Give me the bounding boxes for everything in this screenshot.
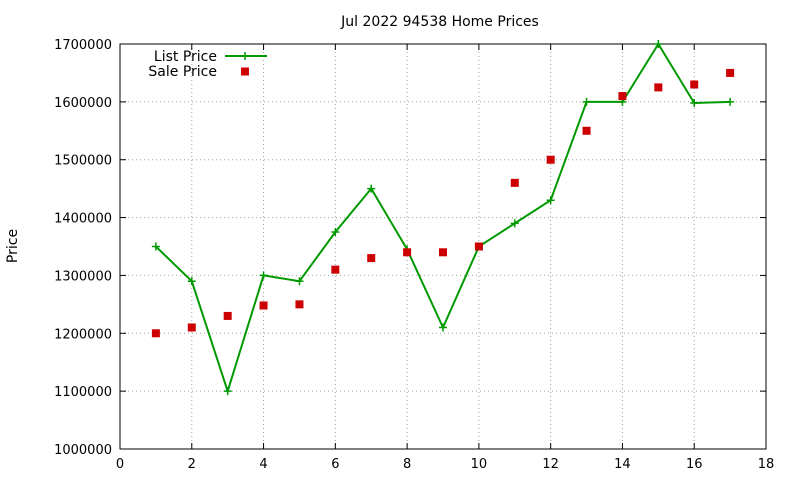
list-price-point [151, 242, 160, 251]
sale-price-point [295, 300, 304, 309]
sale-price-point [403, 248, 412, 257]
x-tick-label: 2 [188, 457, 196, 472]
sale-price-point [546, 155, 555, 164]
sale-price-point [726, 68, 735, 77]
series-layer [151, 40, 735, 396]
sale-price-point [187, 323, 196, 332]
y-axis-label: Price [5, 229, 21, 263]
x-tick-label: 6 [331, 457, 339, 472]
sale-price-point [654, 83, 663, 92]
grid [120, 44, 766, 449]
axis-ticks: 0 2 4 6 8 10 12 14 16 18 1000000 1100000 1200000 1300… [54, 38, 774, 472]
legend: List Price Sale Price [148, 49, 267, 80]
list-price-point [223, 387, 232, 396]
sale-price-point [151, 329, 160, 338]
y-tick-label: 1600000 [54, 96, 112, 111]
list-price-point [187, 277, 196, 286]
list-price-point [690, 99, 699, 108]
legend-label-list-price: List Price [154, 49, 217, 65]
sale-price-point [690, 80, 699, 89]
plot-area-border [119, 43, 767, 450]
list-price-point [510, 219, 519, 228]
y-tick-label: 1100000 [54, 385, 112, 400]
sale-price-point [439, 248, 447, 257]
x-tick-label: 8 [403, 457, 411, 472]
sale-price-point [510, 178, 519, 187]
x-tick-label: 18 [758, 457, 775, 472]
list-price-point [546, 196, 555, 205]
legend-marker-list-price [241, 52, 249, 60]
y-tick-label: 1000000 [54, 443, 112, 458]
sale-price-point [618, 92, 627, 101]
sale-price-point [582, 126, 591, 135]
sale-price-point [259, 301, 268, 310]
x-tick-label: 0 [116, 457, 124, 472]
list-price-point [259, 271, 268, 280]
list-price-point [331, 228, 340, 237]
list-price-point [367, 184, 376, 193]
sale-price-point [331, 265, 340, 274]
legend-label-sale-price: Sale Price [148, 64, 217, 80]
y-tick-label: 1200000 [54, 327, 112, 342]
y-tick-label: 1500000 [54, 154, 112, 169]
x-tick-label: 16 [686, 457, 703, 472]
list-price-line [155, 42, 731, 395]
y-tick-label: 1400000 [54, 212, 112, 227]
x-tick-label: 10 [471, 457, 488, 472]
sale-price-point [474, 242, 483, 251]
y-tick-label: 1700000 [54, 38, 112, 53]
x-tick-label: 14 [614, 457, 631, 472]
legend-marker-sale-price [241, 67, 249, 76]
sale-price-point [367, 254, 376, 263]
y-tick-label: 1300000 [54, 269, 112, 284]
list-price-point [439, 323, 447, 332]
list-price-point [654, 40, 663, 48]
chart-title: Jul 2022 94538 Home Prices [340, 14, 539, 30]
list-price-point [582, 97, 591, 106]
x-tick-label: 4 [259, 457, 267, 472]
sale-price-point [223, 311, 232, 320]
x-tick-label: 12 [542, 457, 559, 472]
list-price-point [726, 97, 735, 106]
list-price-point [295, 277, 304, 286]
